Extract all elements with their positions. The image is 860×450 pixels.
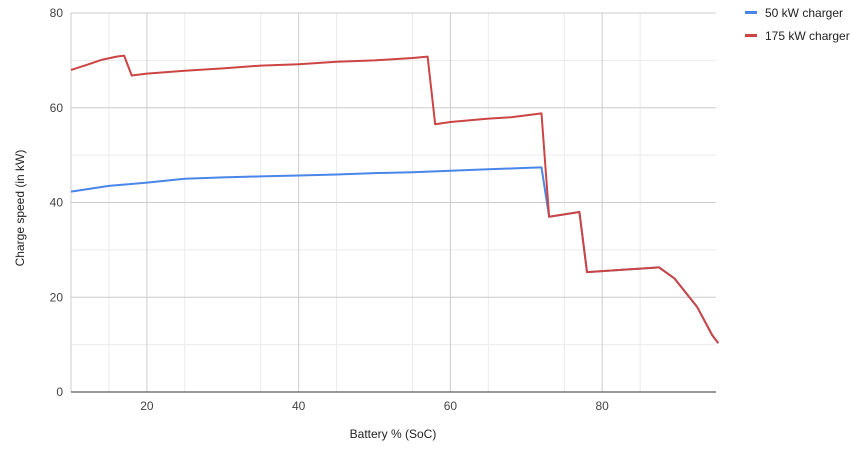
x-tick-label: 40 [292,399,306,413]
series-line-1 [70,54,720,344]
x-tick-label: 80 [595,399,609,413]
y-tick-label: 0 [56,385,63,399]
legend-label: 175 kW charger [765,29,850,43]
legend-swatch [745,34,757,37]
series-lines [70,54,720,344]
y-tick-label: 40 [50,196,64,210]
x-tick-label: 20 [140,399,154,413]
series-line-0 [70,166,720,344]
legend: 50 kW charger 175 kW charger [745,6,850,43]
y-tick-label: 60 [50,101,64,115]
legend-swatch [745,11,757,14]
legend-item-175kw[interactable]: 175 kW charger [745,29,850,43]
legend-label: 50 kW charger [765,6,843,20]
tick-labels: 20 40 60 80 0 20 40 60 80 [50,6,610,413]
grid-lines [70,12,716,392]
x-tick-label: 60 [444,399,458,413]
x-axis-title: Battery % (SoC) [350,427,437,441]
legend-item-50kw[interactable]: 50 kW charger [745,6,843,20]
y-tick-label: 80 [50,6,64,20]
y-tick-label: 20 [50,290,64,304]
y-axis-title: Charge speed (in kW) [13,150,27,267]
